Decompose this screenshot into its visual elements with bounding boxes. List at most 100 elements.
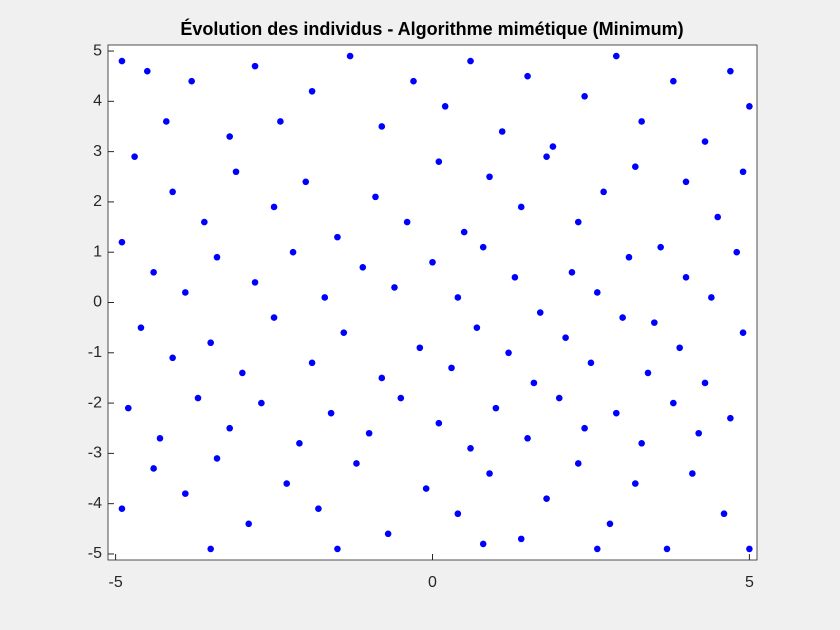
scatter-point bbox=[600, 188, 607, 196]
scatter-point bbox=[682, 178, 690, 186]
plot-area bbox=[108, 45, 757, 560]
scatter-point bbox=[315, 505, 322, 513]
y-tick-label: 1 bbox=[93, 243, 102, 260]
scatter-point bbox=[612, 409, 620, 417]
scatter-point bbox=[334, 233, 341, 241]
scatter-point bbox=[682, 274, 690, 281]
y-tick-label: 3 bbox=[93, 143, 102, 160]
scatter-point bbox=[612, 52, 620, 60]
scatter-point bbox=[163, 118, 170, 125]
scatter-point bbox=[169, 188, 176, 196]
scatter-point bbox=[131, 153, 138, 160]
scatter-point bbox=[226, 424, 233, 432]
scatter-point bbox=[353, 460, 360, 467]
scatter-point bbox=[188, 77, 195, 85]
scatter-point bbox=[296, 440, 303, 447]
scatter-point bbox=[536, 309, 544, 316]
y-tick-label: -4 bbox=[88, 495, 102, 512]
scatter-point bbox=[150, 269, 157, 276]
scatter-point bbox=[182, 490, 189, 497]
y-tick-label: -1 bbox=[88, 344, 102, 361]
scatter-point bbox=[581, 92, 588, 100]
scatter-point bbox=[460, 228, 468, 236]
scatter-point bbox=[549, 143, 557, 150]
x-tick-label: -5 bbox=[108, 574, 122, 591]
scatter-point bbox=[169, 354, 176, 362]
scatter-point bbox=[448, 364, 455, 372]
scatter-point bbox=[670, 77, 677, 85]
scatter-point bbox=[555, 394, 563, 402]
scatter-point bbox=[543, 495, 550, 502]
scatter-point bbox=[391, 284, 398, 291]
scatter-point bbox=[441, 103, 449, 110]
scatter-point bbox=[619, 314, 626, 321]
scatter-point bbox=[283, 480, 291, 487]
scatter-point bbox=[118, 505, 126, 513]
y-tick-label: 5 bbox=[93, 42, 102, 59]
scatter-point bbox=[213, 455, 221, 462]
scatter-point bbox=[327, 409, 335, 417]
scatter-point bbox=[701, 138, 709, 145]
scatter-point bbox=[239, 369, 246, 377]
scatter-point bbox=[308, 359, 316, 367]
scatter-point bbox=[517, 535, 525, 543]
scatter-point bbox=[739, 329, 747, 336]
scatter-point bbox=[302, 178, 310, 186]
scatter-point bbox=[638, 118, 645, 125]
scatter-point bbox=[467, 57, 474, 65]
scatter-point bbox=[505, 349, 512, 357]
scatter-point bbox=[524, 72, 531, 80]
y-tick-label: -5 bbox=[88, 545, 102, 562]
scatter-point bbox=[194, 394, 202, 402]
scatter-point bbox=[270, 314, 278, 321]
scatter-point bbox=[403, 218, 411, 226]
scatter-point bbox=[232, 168, 240, 176]
scatter-point bbox=[201, 218, 208, 226]
scatter-point bbox=[416, 344, 424, 352]
scatter-point bbox=[182, 289, 189, 296]
x-tick-label: 0 bbox=[428, 574, 437, 591]
scatter-point bbox=[397, 394, 405, 402]
scatter-point bbox=[454, 510, 462, 518]
scatter-point bbox=[143, 67, 151, 75]
scatter-point bbox=[714, 213, 722, 221]
scatter-point bbox=[435, 158, 443, 165]
scatter-point bbox=[258, 399, 265, 407]
scatter-point bbox=[479, 540, 487, 548]
scatter-point bbox=[473, 324, 481, 331]
scatter-point bbox=[454, 294, 462, 301]
scatter-point bbox=[676, 344, 683, 352]
scatter-point bbox=[593, 545, 601, 553]
y-tick-label: -2 bbox=[88, 394, 102, 411]
scatter-point bbox=[581, 424, 588, 432]
scatter-point bbox=[701, 379, 709, 387]
scatter-point bbox=[739, 168, 747, 176]
y-tick-label: -3 bbox=[88, 445, 102, 462]
scatter-point bbox=[137, 324, 145, 331]
scatter-point bbox=[435, 419, 443, 427]
scatter-point bbox=[334, 545, 341, 553]
scatter-point bbox=[467, 445, 474, 452]
scatter-point bbox=[321, 294, 329, 301]
scatter-point bbox=[422, 485, 430, 492]
scatter-point bbox=[543, 153, 550, 160]
scatter-point bbox=[689, 470, 696, 477]
scatter-point bbox=[746, 545, 753, 553]
scatter-point bbox=[207, 545, 214, 553]
scatter-point bbox=[251, 279, 259, 286]
scatter-point bbox=[733, 248, 741, 256]
y-tick-label: 2 bbox=[93, 193, 102, 210]
scatter-point bbox=[150, 465, 157, 472]
scatter-point bbox=[207, 339, 214, 347]
scatter-point bbox=[498, 128, 506, 135]
scatter-point bbox=[289, 248, 297, 256]
scatter-point bbox=[429, 258, 436, 266]
chart-title: Évolution des individus - Algorithme mim… bbox=[180, 18, 683, 39]
scatter-point bbox=[644, 369, 652, 377]
scatter-point bbox=[606, 520, 614, 528]
scatter-point bbox=[663, 545, 671, 553]
scatter-point bbox=[124, 404, 132, 412]
scatter-point bbox=[530, 379, 538, 387]
scatter-point bbox=[378, 123, 386, 130]
scatter-point bbox=[384, 530, 392, 538]
